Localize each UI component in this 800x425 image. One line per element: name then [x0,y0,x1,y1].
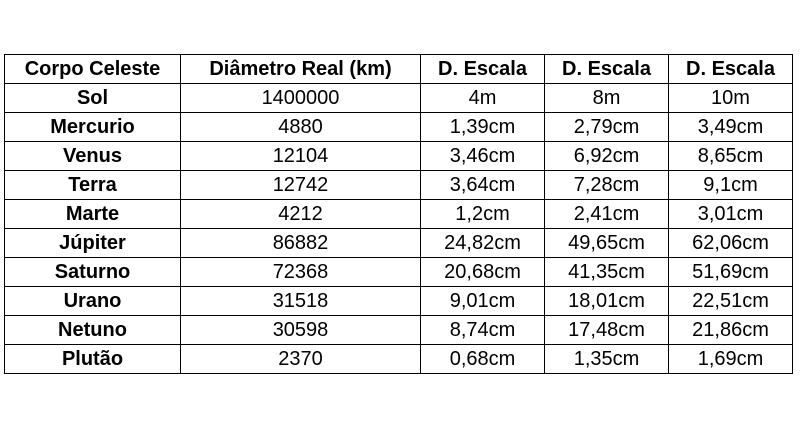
header-row: Corpo Celeste Diâmetro Real (km) D. Esca… [4,54,793,84]
table-row: Netuno 30598 8,74cm 17,48cm 21,86cm [4,315,793,345]
cell-scale-4m: 3,46cm [420,141,545,171]
header-scale-4m: D. Escala [420,54,545,84]
planet-scale-table: Corpo Celeste Diâmetro Real (km) D. Esca… [4,54,793,374]
cell-scale-8m: 49,65cm [544,228,669,258]
cell-scale-4m: 1,39cm [420,112,545,142]
header-celestial-body: Corpo Celeste [4,54,181,84]
cell-scale-8m: 18,01cm [544,286,669,316]
cell-scale-10m: 10m [668,83,793,113]
cell-body-name: Venus [4,141,181,171]
cell-scale-8m: 1,35cm [544,344,669,374]
table-row: Terra 12742 3,64cm 7,28cm 9,1cm [4,170,793,200]
table-row: Júpiter 86882 24,82cm 49,65cm 62,06cm [4,228,793,258]
cell-scale-10m: 3,49cm [668,112,793,142]
cell-scale-8m: 41,35cm [544,257,669,287]
cell-scale-8m: 8m [544,83,669,113]
cell-body-name: Terra [4,170,181,200]
cell-real-diameter: 12742 [180,170,421,200]
header-real-diameter: Diâmetro Real (km) [180,54,421,84]
cell-scale-10m: 8,65cm [668,141,793,171]
cell-scale-10m: 1,69cm [668,344,793,374]
cell-real-diameter: 12104 [180,141,421,171]
table-row: Venus 12104 3,46cm 6,92cm 8,65cm [4,141,793,171]
cell-body-name: Sol [4,83,181,113]
cell-scale-8m: 7,28cm [544,170,669,200]
cell-body-name: Plutão [4,344,181,374]
cell-real-diameter: 1400000 [180,83,421,113]
header-scale-10m: D. Escala [668,54,793,84]
table-row: Mercurio 4880 1,39cm 2,79cm 3,49cm [4,112,793,142]
cell-scale-8m: 6,92cm [544,141,669,171]
cell-real-diameter: 86882 [180,228,421,258]
cell-scale-10m: 21,86cm [668,315,793,345]
table-body: Sol 1400000 4m 8m 10m Mercurio 4880 1,39cm 2,79c… [4,83,793,374]
cell-scale-10m: 22,51cm [668,286,793,316]
cell-real-diameter: 4880 [180,112,421,142]
cell-scale-4m: 4m [420,83,545,113]
table-row: Sol 1400000 4m 8m 10m [4,83,793,113]
cell-body-name: Marte [4,199,181,229]
cell-scale-10m: 3,01cm [668,199,793,229]
cell-scale-10m: 62,06cm [668,228,793,258]
cell-scale-4m: 20,68cm [420,257,545,287]
cell-scale-4m: 24,82cm [420,228,545,258]
cell-scale-4m: 8,74cm [420,315,545,345]
cell-real-diameter: 2370 [180,344,421,374]
table-row: Urano 31518 9,01cm 18,01cm 22,51cm [4,286,793,316]
table-row: Saturno 72368 20,68cm 41,35cm 51,69cm [4,257,793,287]
cell-body-name: Urano [4,286,181,316]
cell-scale-8m: 17,48cm [544,315,669,345]
cell-real-diameter: 30598 [180,315,421,345]
cell-scale-4m: 0,68cm [420,344,545,374]
cell-body-name: Júpiter [4,228,181,258]
cell-body-name: Saturno [4,257,181,287]
cell-scale-10m: 51,69cm [668,257,793,287]
table-row: Plutão 2370 0,68cm 1,35cm 1,69cm [4,344,793,374]
cell-scale-8m: 2,79cm [544,112,669,142]
cell-scale-8m: 2,41cm [544,199,669,229]
cell-real-diameter: 31518 [180,286,421,316]
cell-real-diameter: 72368 [180,257,421,287]
cell-body-name: Netuno [4,315,181,345]
cell-scale-4m: 9,01cm [420,286,545,316]
cell-scale-4m: 1,2cm [420,199,545,229]
cell-body-name: Mercurio [4,112,181,142]
header-scale-8m: D. Escala [544,54,669,84]
cell-scale-10m: 9,1cm [668,170,793,200]
cell-scale-4m: 3,64cm [420,170,545,200]
cell-real-diameter: 4212 [180,199,421,229]
table-row: Marte 4212 1,2cm 2,41cm 3,01cm [4,199,793,229]
